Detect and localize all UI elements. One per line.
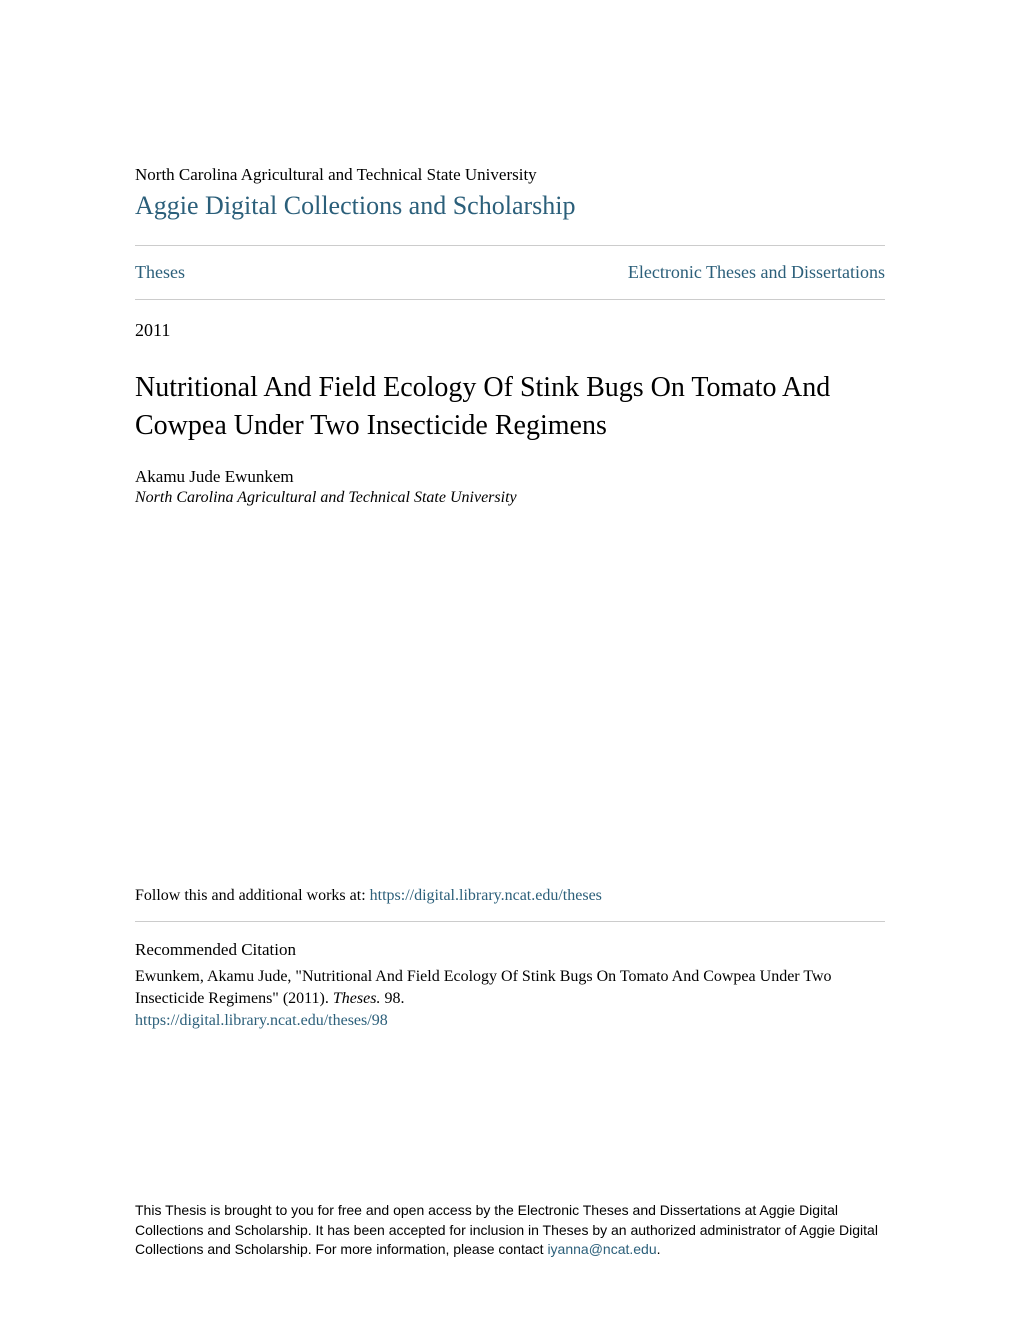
breadcrumb-nav: Theses Electronic Theses and Dissertatio… — [135, 246, 885, 299]
citation-section: Recommended Citation Ewunkem, Akamu Jude… — [135, 940, 885, 1031]
citation-suffix: 98. — [380, 990, 404, 1007]
footer-prefix: This Thesis is brought to you for free a… — [135, 1202, 878, 1257]
theses-link[interactable]: Theses — [135, 262, 185, 283]
citation-text: Ewunkem, Akamu Jude, "Nutritional And Fi… — [135, 966, 885, 1011]
follow-section: Follow this and additional works at: htt… — [135, 887, 885, 921]
etd-link[interactable]: Electronic Theses and Dissertations — [628, 262, 885, 283]
institution-name: North Carolina Agricultural and Technica… — [135, 165, 885, 185]
contact-email-link[interactable]: iyanna@ncat.edu — [547, 1241, 656, 1257]
follow-prefix: Follow this and additional works at: — [135, 887, 370, 904]
document-title: Nutritional And Field Ecology Of Stink B… — [135, 369, 885, 445]
divider-citation — [135, 921, 885, 922]
follow-link[interactable]: https://digital.library.ncat.edu/theses — [370, 887, 602, 904]
repository-name: Aggie Digital Collections and Scholarshi… — [135, 191, 885, 221]
author-affiliation: North Carolina Agricultural and Technica… — [135, 489, 885, 507]
publication-year: 2011 — [135, 320, 885, 341]
citation-heading: Recommended Citation — [135, 940, 885, 960]
footer-notice: This Thesis is brought to you for free a… — [135, 1201, 885, 1260]
divider-bottom — [135, 299, 885, 300]
citation-link[interactable]: https://digital.library.ncat.edu/theses/… — [135, 1012, 885, 1030]
footer-suffix: . — [657, 1241, 661, 1257]
author-name: Akamu Jude Ewunkem — [135, 467, 885, 487]
repository-link[interactable]: Aggie Digital Collections and Scholarshi… — [135, 191, 576, 220]
citation-italic: Theses. — [333, 990, 381, 1007]
citation-prefix: Ewunkem, Akamu Jude, "Nutritional And Fi… — [135, 968, 832, 1007]
